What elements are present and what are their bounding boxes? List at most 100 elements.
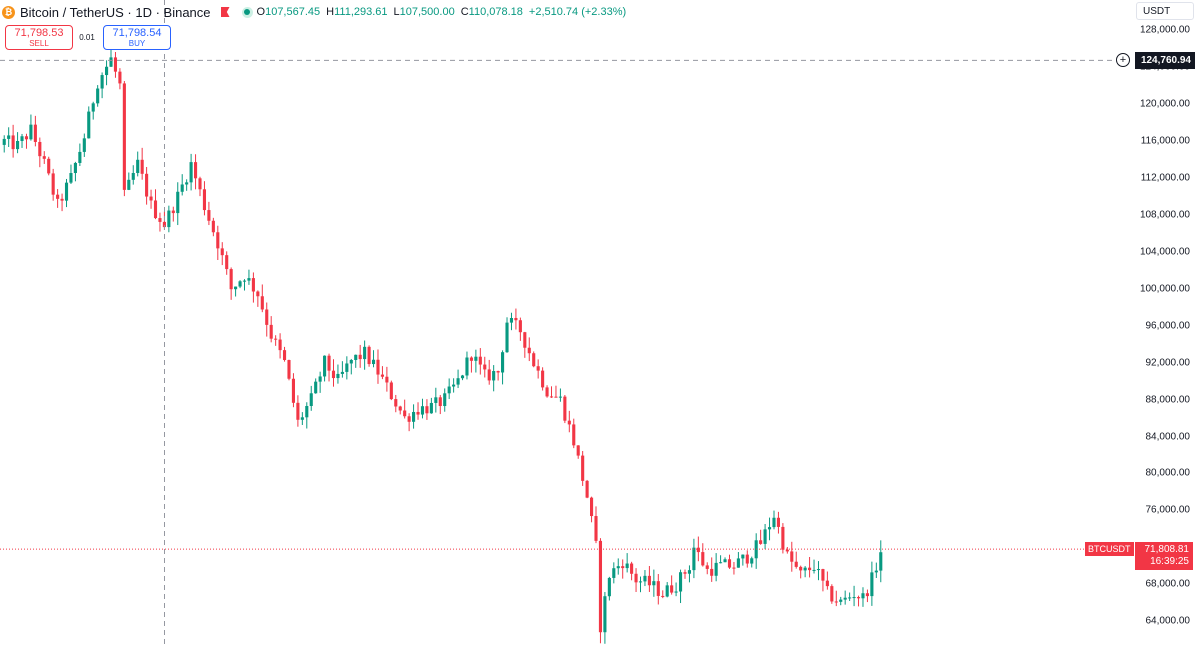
flag-icon[interactable]	[220, 7, 230, 17]
candle-body	[848, 597, 852, 599]
candle-body	[772, 517, 776, 528]
candle-body	[149, 196, 153, 201]
candle-body	[69, 173, 73, 183]
candle-body	[683, 572, 687, 574]
candle-body	[447, 386, 451, 394]
candle-body	[607, 577, 611, 597]
buy-price: 71,798.54	[112, 26, 162, 39]
candle-body	[745, 554, 749, 564]
candle-body	[327, 355, 331, 371]
candle-body	[113, 57, 118, 72]
candle-body	[314, 381, 318, 394]
candle-body	[407, 416, 411, 422]
candle-body	[278, 339, 282, 351]
last-price-symbol-tag: BTCUSDT	[1085, 542, 1134, 557]
candle-body	[532, 353, 536, 367]
high-label: H	[326, 6, 335, 18]
candle-body	[719, 562, 723, 564]
candle-body	[879, 552, 883, 571]
chart-header: ₿ Bitcoin / TetherUS · 1D · Binance O107…	[2, 3, 626, 21]
candle-body	[616, 566, 620, 569]
candle-body	[852, 597, 856, 599]
candle-body	[318, 376, 322, 382]
candle-body	[794, 561, 798, 567]
price-axis-tick: 64,000.00	[1145, 615, 1191, 627]
candle-body	[385, 376, 389, 383]
candle-body	[136, 159, 140, 173]
candle-body	[420, 406, 425, 415]
candle-body	[64, 182, 69, 201]
candle-body	[42, 156, 46, 159]
candle-body	[2, 138, 6, 145]
candle-body	[572, 424, 576, 446]
candle-body	[416, 411, 420, 415]
bitcoin-icon: ₿	[2, 5, 15, 19]
market-status-icon[interactable]	[241, 6, 253, 18]
candle-body	[349, 359, 353, 364]
candle-body	[438, 397, 442, 407]
currency-selector[interactable]: USDT	[1136, 2, 1194, 20]
candle-body	[82, 138, 86, 152]
candle-body	[710, 568, 714, 576]
add-alert-plus-icon[interactable]: +	[1116, 53, 1130, 68]
candle-body	[234, 286, 238, 290]
candle-body	[874, 570, 878, 573]
ohlc-values: O107,567.45 H111,293.61 L107,500.00 C110…	[257, 6, 627, 18]
crosshair-price-value: 124,760.94	[1140, 54, 1191, 66]
candle-body	[581, 455, 585, 481]
close-value: 110,078.18	[468, 6, 523, 18]
candle-body	[323, 355, 327, 377]
high-value: 111,293.61	[334, 6, 388, 18]
candle-body	[274, 338, 278, 340]
candle-body	[354, 354, 358, 360]
candle-body	[153, 200, 158, 219]
candle-body	[122, 83, 126, 190]
candle-body	[29, 124, 33, 140]
candle-body	[509, 317, 514, 323]
candle-body	[51, 173, 55, 195]
candle-body	[216, 232, 220, 249]
candle-body	[367, 346, 371, 365]
last-price-tag: 71,808.81 16:39:25	[1135, 542, 1193, 571]
candle-body	[554, 396, 558, 398]
candle-body	[11, 135, 15, 150]
candle-body	[456, 378, 460, 385]
price-axis-tick: 116,000.00	[1140, 135, 1190, 147]
sell-button[interactable]: 71,798.53 SELL	[5, 25, 73, 50]
candle-body	[287, 360, 291, 379]
candle-body	[790, 551, 794, 562]
candle-body	[514, 317, 518, 321]
candle-body	[300, 417, 304, 420]
candle-body	[225, 255, 229, 270]
candle-body	[127, 179, 131, 190]
candle-body	[56, 194, 60, 199]
candle-body	[20, 136, 24, 141]
candle-body	[376, 359, 380, 375]
candle-body	[638, 581, 643, 583]
symbol-title[interactable]: Bitcoin / TetherUS · 1D · Binance	[20, 4, 211, 20]
candle-body	[331, 370, 336, 379]
candle-body	[678, 572, 683, 592]
candle-body	[7, 135, 11, 139]
candle-body	[60, 198, 64, 201]
candle-body	[781, 526, 785, 550]
candle-body	[229, 269, 233, 290]
candle-body	[78, 151, 82, 163]
price-axis-tick: 104,000.00	[1139, 246, 1190, 258]
candle-body	[345, 363, 349, 372]
candle-body	[73, 162, 77, 174]
candle-body	[861, 593, 865, 599]
candle-body	[687, 570, 692, 574]
crosshair-price-label: 124,760.94	[1135, 51, 1195, 69]
candle-body	[251, 278, 255, 292]
price-axis-tick: 80,000.00	[1145, 467, 1191, 479]
candle-body	[696, 547, 700, 553]
candle-body	[518, 320, 522, 333]
candle-body	[96, 88, 100, 104]
price-axis-tick: 100,000.00	[1139, 283, 1190, 295]
candle-body	[291, 378, 295, 403]
price-axis-tick: 120,000.00	[1139, 98, 1190, 110]
buy-button[interactable]: 71,798.54 BUY	[103, 25, 171, 50]
low-label: L	[393, 6, 400, 18]
